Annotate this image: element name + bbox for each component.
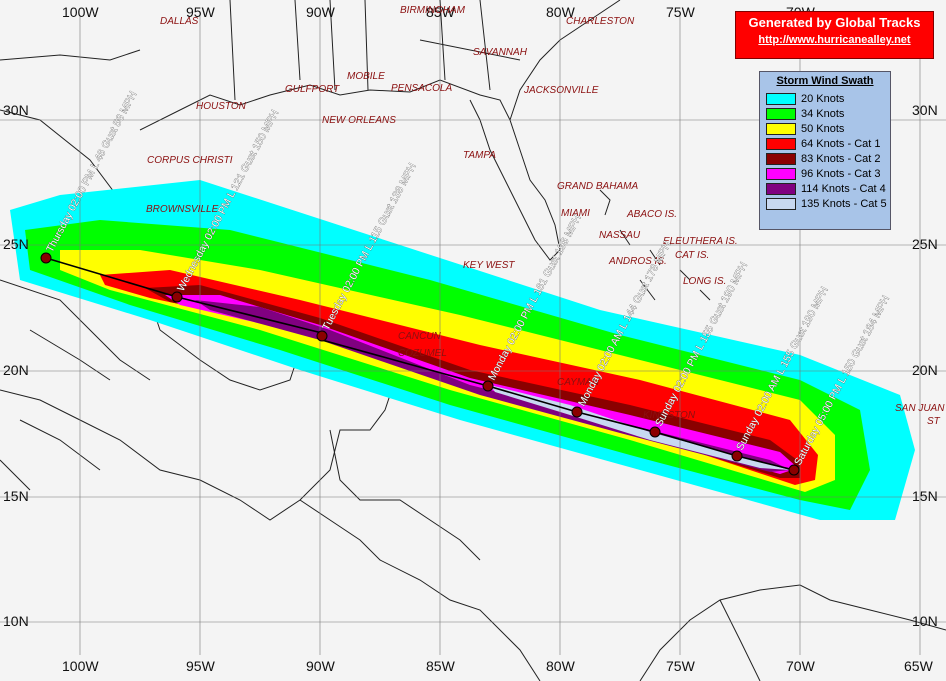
legend-item: 83 Knots - Cat 2 xyxy=(766,151,890,166)
lat-label-left: 15N xyxy=(3,488,29,504)
lon-label-top: 95W xyxy=(186,4,216,20)
place-label: ANDROS IS. xyxy=(608,256,667,267)
lon-label-top: 100W xyxy=(62,4,99,20)
lat-label-right: 20N xyxy=(912,362,938,378)
legend-label: 50 Knots xyxy=(801,122,845,135)
place-label: HOUSTON xyxy=(196,101,247,112)
track-point xyxy=(316,330,328,342)
track-point xyxy=(571,406,583,418)
track-points xyxy=(40,252,800,476)
place-label: KEY WEST xyxy=(463,260,515,271)
legend-swatch xyxy=(766,122,796,135)
lon-label-top: 90W xyxy=(306,4,336,20)
place-label: SAN JUAN xyxy=(895,403,945,414)
lat-label-right: 30N xyxy=(912,102,938,118)
legend-title: Storm Wind Swath xyxy=(776,75,874,87)
place-label: LONG IS. xyxy=(683,276,726,287)
place-label: BROWNSVILLE xyxy=(146,204,219,215)
lon-label-bottom: 70W xyxy=(786,658,816,674)
track-point xyxy=(40,252,52,264)
place-label: CANCUN xyxy=(398,331,442,342)
place-label: NASSAU xyxy=(599,230,641,241)
place-label: ST xyxy=(927,416,941,427)
lat-label-right: 15N xyxy=(912,488,938,504)
lat-label-left: 30N xyxy=(3,102,29,118)
legend-item: 20 Knots xyxy=(766,91,890,106)
generator-banner: Generated by Global Tracks http://www.hu… xyxy=(735,11,934,59)
place-label: TAMPA xyxy=(463,150,496,161)
place-label: SAVANNAH xyxy=(473,47,528,58)
legend-label: 114 Knots - Cat 4 xyxy=(801,182,886,195)
lon-label-bottom: 90W xyxy=(306,658,336,674)
lat-label-right: 25N xyxy=(912,236,938,252)
lon-label-top: 80W xyxy=(546,4,576,20)
place-label: MIAMI xyxy=(561,208,590,219)
track-point xyxy=(482,380,494,392)
legend-swatch xyxy=(766,197,796,210)
storm-track xyxy=(40,252,800,476)
place-label: MOBILE xyxy=(347,71,385,82)
legend-swatch xyxy=(766,92,796,105)
legend-swatch xyxy=(766,182,796,195)
banner-url[interactable]: http://www.hurricanealley.net xyxy=(758,34,911,46)
legend-item: 96 Knots - Cat 3 xyxy=(766,166,890,181)
legend-label: 96 Knots - Cat 3 xyxy=(801,167,881,180)
wind-swath-legend: Storm Wind Swath 20 Knots 34 Knots 50 Knot… xyxy=(759,71,891,230)
legend-swatch xyxy=(766,167,796,180)
place-label: JACKSONVILLE xyxy=(523,85,599,96)
lon-label-bottom: 95W xyxy=(186,658,216,674)
lat-label-right: 10N xyxy=(912,613,938,629)
track-point xyxy=(649,426,661,438)
place-label: GRAND BAHAMA xyxy=(557,181,638,192)
place-label: PENSACOLA xyxy=(391,83,452,94)
legend-item: 34 Knots xyxy=(766,106,890,121)
legend-item: 114 Knots - Cat 4 xyxy=(766,181,890,196)
place-label: CAT IS. xyxy=(675,250,709,261)
lon-label-bottom: 80W xyxy=(546,658,576,674)
place-label: KINGSTON xyxy=(643,410,696,421)
legend-item: 50 Knots xyxy=(766,121,890,136)
legend-label: 34 Knots xyxy=(801,107,845,120)
legend-item: 135 Knots - Cat 5 xyxy=(766,196,890,211)
place-label: NEW ORLEANS xyxy=(322,115,396,126)
place-label: BIRMINGHAM xyxy=(400,5,466,16)
legend-swatch xyxy=(766,137,796,150)
swath-135kt xyxy=(490,385,790,470)
lat-label-left: 10N xyxy=(3,613,29,629)
place-label: GULFPORT xyxy=(285,84,340,95)
legend-label: 64 Knots - Cat 1 xyxy=(801,137,881,150)
place-label: DALLAS xyxy=(160,16,199,27)
place-label: CHARLESTON xyxy=(566,16,635,27)
lon-label-top: 85W xyxy=(426,4,456,20)
lon-label-bottom: 100W xyxy=(62,658,99,674)
place-label: CAYMAN xyxy=(557,377,600,388)
legend-label: 20 Knots xyxy=(801,92,845,105)
lon-label-bottom: 65W xyxy=(904,658,934,674)
place-label: ABACO IS. xyxy=(626,209,677,220)
track-point xyxy=(788,464,800,476)
place-label: ELEUTHERA IS. xyxy=(663,236,738,247)
legend-swatch xyxy=(766,107,796,120)
axis-labels: 100W 95W 90W 85W 80W 75W 70W 100W 95W 90… xyxy=(3,4,938,674)
banner-title: Generated by Global Tracks xyxy=(748,15,921,30)
lat-label-left: 25N xyxy=(3,236,29,252)
legend-swatch xyxy=(766,152,796,165)
place-label: CORPUS CHRISTI xyxy=(147,155,233,166)
legend-label: 83 Knots - Cat 2 xyxy=(801,152,881,165)
lon-label-bottom: 75W xyxy=(666,658,696,674)
lat-label-left: 20N xyxy=(3,362,29,378)
lon-label-top: 75W xyxy=(666,4,696,20)
place-label: COZUMEL xyxy=(398,348,447,359)
legend-label: 135 Knots - Cat 5 xyxy=(801,197,887,210)
place-labels: DALLAS BIRMINGHAM CHARLESTON SAVANNAH MO… xyxy=(146,5,945,427)
lon-label-bottom: 85W xyxy=(426,658,456,674)
track-point xyxy=(171,291,183,303)
track-point xyxy=(731,450,743,462)
legend-item: 64 Knots - Cat 1 xyxy=(766,136,890,151)
